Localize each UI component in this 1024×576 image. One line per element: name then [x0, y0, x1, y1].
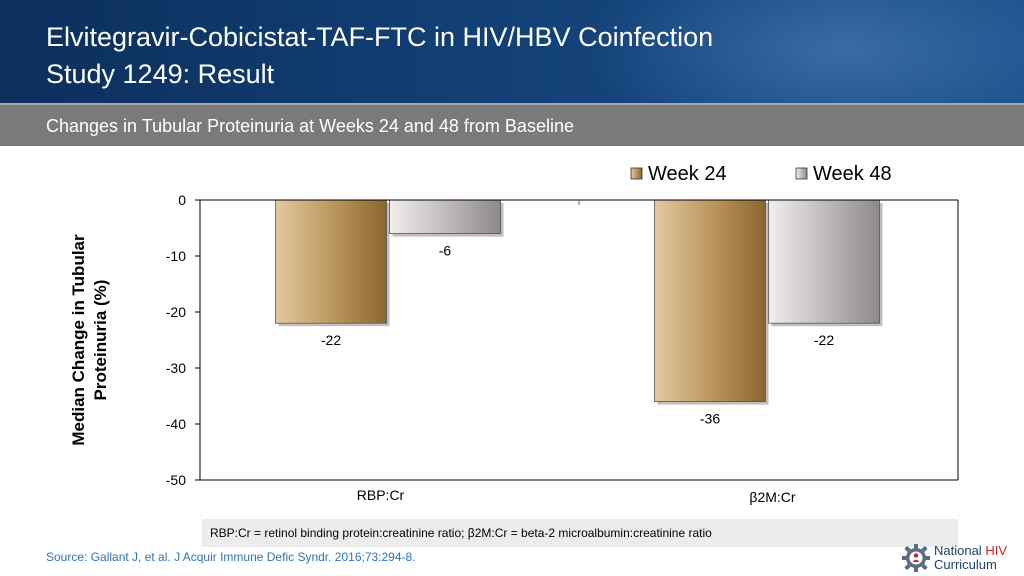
y-tick-label: -10	[166, 248, 186, 264]
bar-week-48-rbp-cr	[389, 199, 501, 234]
logo-text: National HIV Curriculum	[934, 544, 1007, 572]
x-category-label: β2M:Cr	[749, 489, 796, 505]
footnote-text: RBP:Cr = retinol binding protein:creatin…	[210, 526, 712, 540]
gear-person-icon	[902, 544, 930, 572]
bar-week-24-rbp-cr	[275, 199, 387, 324]
subtitle-bar: Changes in Tubular Proteinuria at Weeks …	[0, 103, 1024, 146]
slide-subtitle: Changes in Tubular Proteinuria at Weeks …	[46, 116, 574, 136]
legend-label: Week 24	[648, 163, 727, 185]
data-label: -6	[439, 243, 452, 259]
logo-word-hiv: HIV	[985, 543, 1007, 558]
source-citation: Source: Gallant J, et al. J Acquir Immun…	[46, 550, 416, 564]
bar-week-48-b2m-cr	[768, 199, 880, 324]
x-category-label: RBP:Cr	[357, 487, 405, 503]
legend-swatch	[630, 167, 643, 180]
y-tick-label: -50	[166, 472, 186, 488]
y-tick-label: -30	[166, 360, 186, 376]
plot-area: -22 -6 -36 -22	[275, 199, 883, 427]
slide-header: Elvitegravir-Cobicistat-TAF-FTC in HIV/H…	[0, 0, 1024, 103]
header-glow	[584, 0, 1024, 103]
y-axis: 0 -10 -20 -30 -40 -50	[166, 192, 201, 488]
logo-word-curriculum: Curriculum	[934, 557, 997, 572]
data-label: -22	[814, 332, 834, 348]
legend-label: Week 48	[813, 163, 892, 185]
y-tick-label: -20	[166, 304, 186, 320]
slide-title-line-2: Study 1249: Result	[46, 59, 275, 89]
y-tick-label: -40	[166, 416, 186, 432]
data-label: -22	[321, 332, 341, 348]
y-tick-label: 0	[178, 192, 186, 208]
chart-legend: Week 24 Week 48	[630, 163, 892, 185]
logo-word-national: National	[934, 543, 982, 558]
bar-chart: Week 24 Week 48 0 -10 -20 -30 -40 -50 -22 -6 -36…	[69, 163, 959, 505]
bar-week-24-b2m-cr	[654, 199, 766, 403]
y-axis-label-line-2: Proteinuria (%)	[91, 280, 110, 401]
x-axis: RBP:Cr β2M:Cr	[200, 199, 959, 505]
data-label: -36	[700, 411, 720, 427]
y-axis-label-line-1: Median Change in Tubular	[69, 234, 88, 446]
national-hiv-curriculum-logo: National HIV Curriculum	[902, 542, 1020, 574]
footnote-box: RBP:Cr = retinol binding protein:creatin…	[202, 519, 958, 547]
slide-title-line-1: Elvitegravir-Cobicistat-TAF-FTC in HIV/H…	[46, 22, 714, 52]
legend-swatch	[795, 167, 808, 180]
